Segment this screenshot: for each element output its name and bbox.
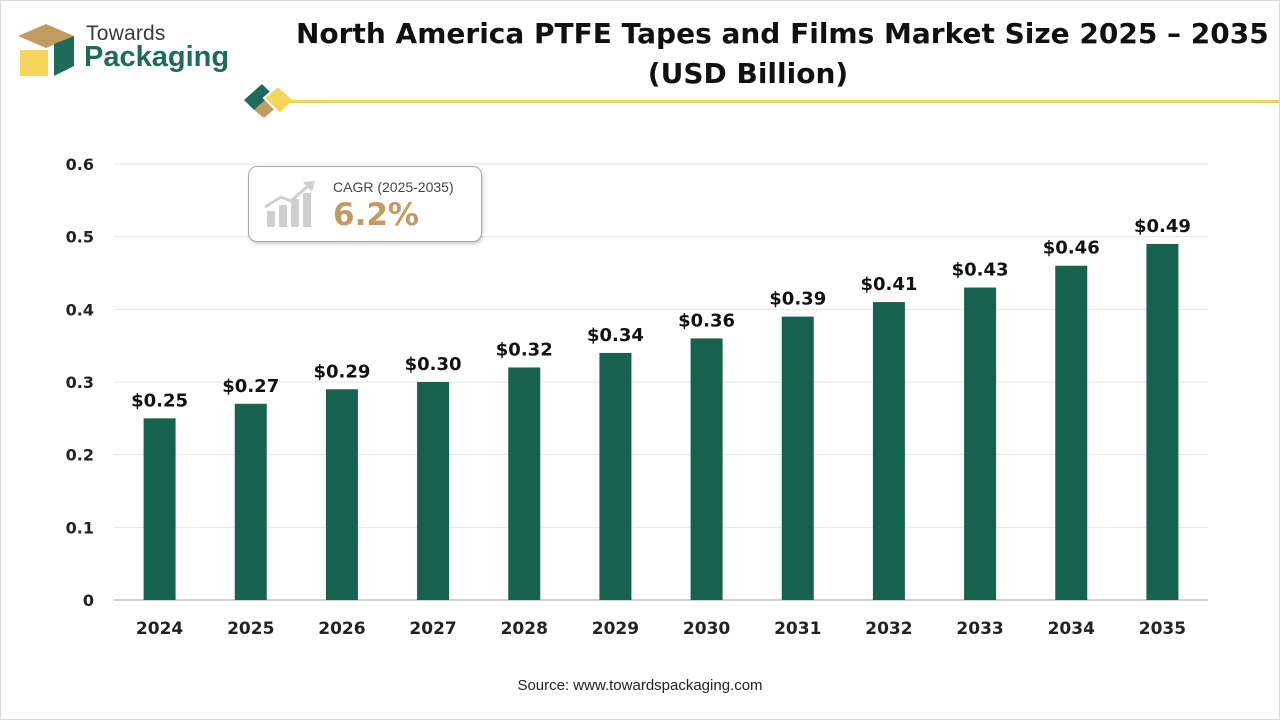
bars	[143, 243, 1179, 600]
x-tick-label: 2026	[318, 619, 365, 639]
data-label: $0.29	[313, 361, 370, 382]
brand-name-top: Towards	[86, 22, 166, 45]
bar	[417, 382, 450, 600]
bar	[143, 418, 176, 600]
y-tick-label: 0	[83, 591, 94, 610]
y-tick-label: 0.4	[66, 300, 94, 319]
x-tick-label: 2025	[227, 619, 274, 639]
bar	[781, 316, 814, 600]
x-tick-label: 2033	[956, 619, 1003, 639]
grid-lines	[114, 163, 1208, 601]
x-tick-label: 2035	[1139, 619, 1186, 639]
x-tick-label: 2032	[865, 619, 912, 639]
y-tick-label: 0.3	[66, 373, 94, 392]
chart-title-line2: (USD Billion)	[647, 57, 849, 90]
chart-title: North America PTFE Tapes and Films Marke…	[296, 14, 1269, 94]
y-tick-label: 0.6	[66, 155, 94, 174]
chart-title-line1: North America PTFE Tapes and Films Marke…	[296, 17, 1269, 50]
bar	[964, 287, 997, 600]
data-label: $0.41	[860, 274, 917, 295]
title-divider	[280, 100, 1280, 103]
data-label: $0.25	[131, 390, 188, 411]
x-tick-label: 2031	[774, 619, 821, 639]
bar	[599, 352, 632, 600]
y-tick-label: 0.1	[66, 518, 94, 537]
bar	[325, 389, 358, 600]
bar	[872, 302, 905, 600]
y-axis-ticks: 0 0.1 0.2 0.3 0.4 0.5 0.6	[66, 155, 94, 610]
bar	[690, 338, 723, 600]
data-label: $0.27	[222, 376, 279, 397]
x-tick-label: 2027	[409, 619, 456, 639]
x-tick-label: 2024	[136, 619, 183, 639]
source-note: Source: www.towardspackaging.com	[517, 677, 763, 694]
x-tick-label: 2028	[501, 619, 548, 639]
data-label: $0.49	[1134, 216, 1191, 237]
x-tick-label: 2034	[1048, 619, 1095, 639]
data-label: $0.36	[678, 310, 735, 331]
data-label: $0.30	[405, 354, 462, 375]
data-label: $0.34	[587, 325, 644, 346]
data-label: $0.32	[496, 339, 553, 360]
bar	[234, 403, 267, 600]
data-labels: $0.25 $0.27 $0.29 $0.30 $0.32 $0.34 $0.36 $0.39…	[131, 216, 1191, 411]
growth-chart-icon	[264, 181, 315, 227]
data-label: $0.39	[769, 289, 826, 310]
bar	[1055, 265, 1088, 600]
box-logo-icon	[18, 24, 74, 76]
data-label: $0.43	[952, 260, 1009, 281]
brand-name-bottom: Packaging	[84, 41, 230, 73]
y-tick-label: 0.2	[66, 446, 94, 465]
bar	[508, 367, 541, 600]
x-tick-label: 2029	[592, 619, 639, 639]
cagr-callout: CAGR (2025-2035) 6.2%	[248, 166, 482, 242]
x-axis-ticks: 2024 2025 2026 2027 2028 2029 2030 2031 2032 2033…	[136, 619, 1186, 639]
x-tick-label: 2030	[683, 619, 730, 639]
data-label: $0.46	[1043, 238, 1100, 259]
brand-logo: Towards Packaging	[18, 22, 248, 82]
bar	[1146, 243, 1179, 600]
y-tick-label: 0.5	[66, 228, 94, 247]
cagr-value: 6.2%	[333, 197, 419, 233]
cagr-label: CAGR (2025-2035)	[333, 179, 454, 195]
